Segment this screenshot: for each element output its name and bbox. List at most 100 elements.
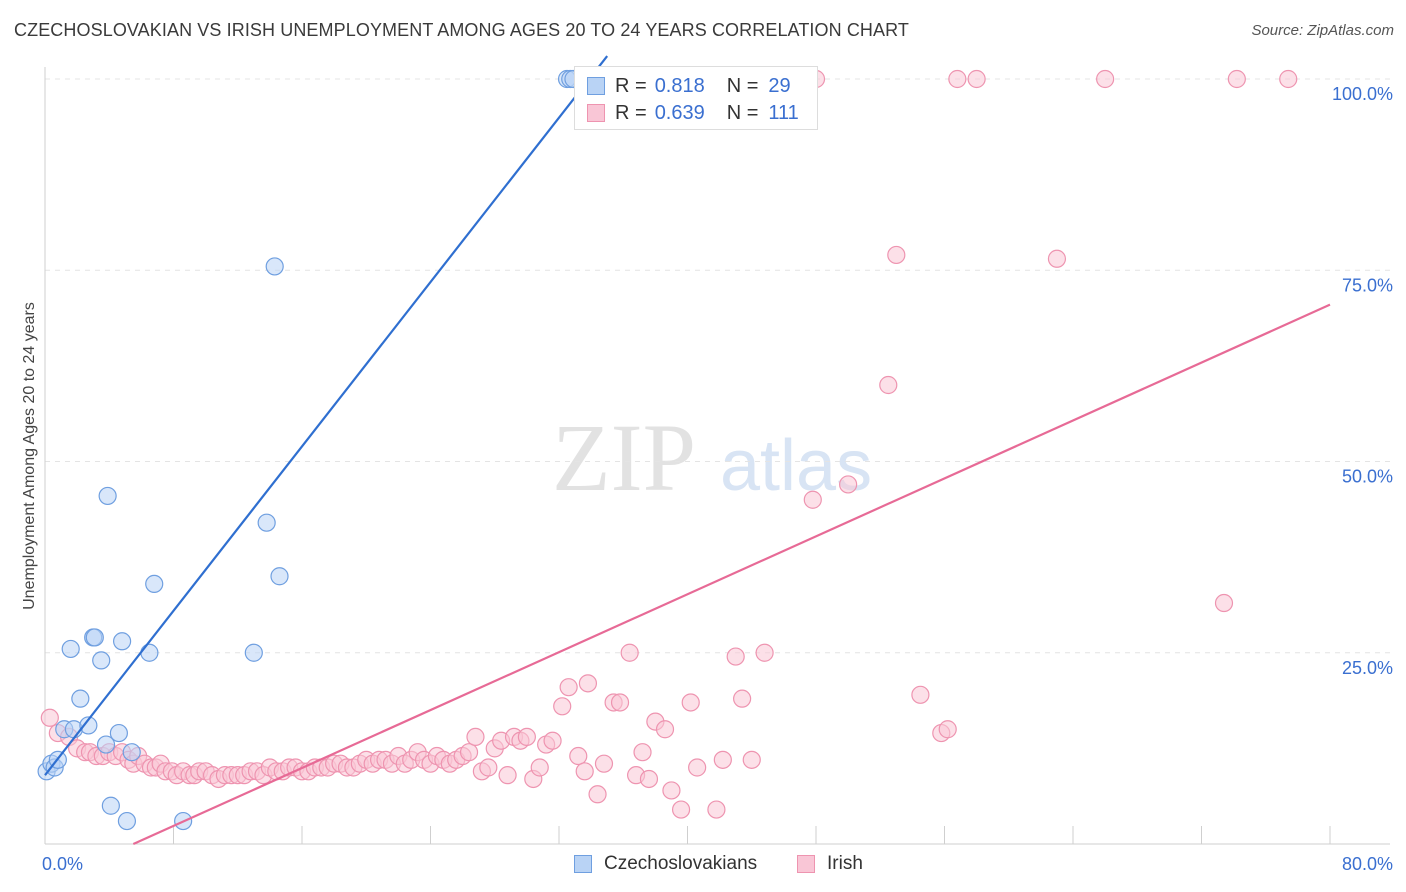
czech-point (117, 811, 137, 831)
irish-point (1279, 69, 1298, 89)
irish-point (466, 727, 485, 747)
czech-point (122, 743, 141, 762)
irish-swatch (587, 104, 605, 122)
irish-point (633, 743, 652, 762)
irish-trend-line (132, 303, 1331, 846)
czech-point (140, 643, 159, 662)
czech-trend-line (44, 55, 609, 776)
irish-point (559, 678, 578, 697)
irish-legend-swatch (797, 855, 815, 873)
irish-point (967, 69, 986, 89)
czech-point (265, 257, 284, 276)
y-tick-label: 25.0% (1342, 658, 1393, 678)
czech-point (71, 689, 90, 708)
irish-point (755, 643, 774, 662)
irish-point (938, 720, 957, 739)
czech-legend-swatch (574, 855, 592, 873)
series-czechoslovakians (37, 69, 583, 831)
czech-point (244, 643, 263, 662)
irish-point (655, 720, 675, 739)
irish-point (911, 685, 930, 704)
n-label: N = (726, 101, 759, 124)
irish-point (553, 697, 572, 716)
chart-title: CZECHOSLOVAKIAN VS IRISH UNEMPLOYMENT AM… (14, 20, 909, 40)
irish-point (671, 800, 691, 819)
r-label: R = (615, 101, 647, 124)
r-label: R = (615, 74, 647, 97)
irish-point (40, 708, 59, 727)
irish-point (498, 766, 517, 785)
czech-n-value: 29 (768, 74, 791, 97)
series-irish (40, 69, 1298, 819)
czech-point (61, 639, 80, 659)
x-ticks (173, 826, 1331, 844)
irish-point (681, 693, 700, 712)
irish-point (594, 754, 614, 773)
czech-point (98, 486, 117, 506)
y-tick-labels: 25.0% 50.0% 75.0% 100.0% (1332, 84, 1393, 678)
irish-point (879, 375, 898, 395)
legend-item-czechoslovakians[interactable]: Czechoslovakians (574, 851, 757, 877)
irish-point (543, 731, 562, 750)
legend-label-irish: Irish (827, 853, 863, 874)
czech-point (145, 574, 164, 594)
n-label: N = (726, 74, 759, 97)
y-tick-label: 75.0% (1342, 275, 1393, 295)
irish-point (530, 758, 549, 777)
axes (44, 67, 1390, 845)
irish-point (1096, 69, 1115, 89)
watermark-atlas: atlas (720, 426, 872, 506)
irish-point (839, 475, 858, 494)
irish-point (620, 643, 639, 662)
czech-point (101, 796, 120, 815)
x-tick-label: 80.0% (1342, 854, 1393, 874)
irish-point (1047, 249, 1067, 268)
irish-point (662, 781, 681, 800)
irish-point (479, 758, 498, 777)
czech-point (85, 628, 104, 647)
irish-point (688, 758, 707, 777)
trend-lines (44, 55, 1331, 846)
irish-point (742, 750, 761, 769)
legend-row-czechoslovakians: R = 0.818 N = 29 (587, 74, 791, 98)
irish-point (803, 490, 822, 509)
irish-point (726, 647, 745, 666)
irish-point (707, 800, 726, 819)
irish-point (733, 689, 752, 708)
irish-point (713, 750, 732, 769)
legend-row-irish: R = 0.639 N = 111 (587, 101, 799, 125)
czech-point (112, 632, 132, 651)
irish-r-value: 0.639 (654, 101, 705, 124)
irish-point (887, 245, 906, 265)
irish-point (517, 727, 536, 747)
czech-r-value: 0.818 (654, 74, 705, 97)
watermark-zip: ZIP (552, 404, 696, 511)
irish-point (610, 693, 630, 712)
czech-point (257, 513, 276, 532)
y-tick-label: 100.0% (1332, 84, 1393, 104)
irish-point (1227, 69, 1246, 89)
irish-point (459, 743, 479, 762)
irish-point (569, 746, 588, 766)
czech-point (92, 651, 111, 670)
czech-point (109, 723, 128, 743)
irish-point (588, 785, 607, 804)
irish-point (948, 69, 967, 89)
czech-point (270, 567, 289, 586)
czech-swatch (587, 77, 605, 95)
legend-label-czechoslovakians: Czechoslovakians (604, 853, 758, 874)
irish-point (1214, 593, 1234, 613)
irish-point (639, 769, 659, 789)
czech-point (96, 735, 116, 754)
irish-point (578, 674, 598, 693)
legend-item-irish[interactable]: Irish (797, 851, 863, 877)
source-label: Source: ZipAtlas.com (1251, 22, 1394, 39)
irish-point (575, 762, 594, 781)
czech-point (79, 716, 98, 735)
irish-n-value: 111 (768, 101, 799, 124)
stats-legend: R = 0.818 N = 29 R = 0.639 N = 111 (574, 66, 818, 130)
x-tick-label: 0.0% (42, 854, 83, 874)
y-tick-label: 50.0% (1342, 467, 1393, 487)
gridlines (45, 78, 1390, 654)
